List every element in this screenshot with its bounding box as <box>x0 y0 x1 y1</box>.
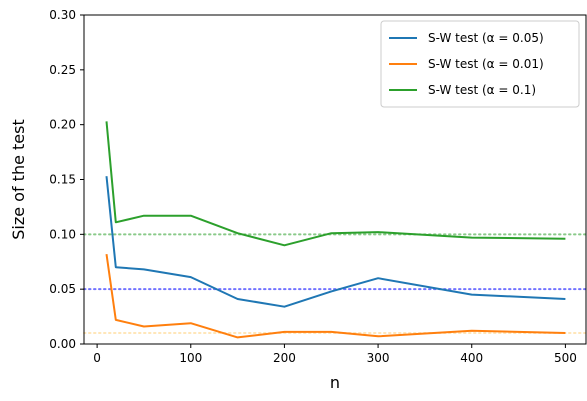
x-tick-label: 300 <box>367 351 390 365</box>
y-tick-label: 0.15 <box>49 173 76 187</box>
legend-label-3: S-W test (α = 0.1) <box>428 83 536 97</box>
x-tick-label: 400 <box>460 351 483 365</box>
x-tick-label: 500 <box>554 351 577 365</box>
legend: S-W test (α = 0.05) S-W test (α = 0.01) S-… <box>380 20 580 108</box>
legend-label-1: S-W test (α = 0.05) <box>428 31 544 45</box>
y-tick-label: 0.25 <box>49 63 76 77</box>
legend-box <box>380 20 580 108</box>
y-tick-label: 0.20 <box>49 118 76 132</box>
y-axis-label: Size of the test <box>9 119 28 240</box>
series-line-3 <box>105 121 566 247</box>
y-tick-label: 0.30 <box>49 8 76 22</box>
x-axis-label: n <box>330 373 340 392</box>
y-tick-label: 0.05 <box>49 282 76 296</box>
x-tick-label: 0 <box>93 351 101 365</box>
y-axis-ticks: 0.00 0.05 0.10 0.15 0.20 0.25 0.30 <box>49 8 84 351</box>
series-line-2 <box>105 253 566 339</box>
y-tick-label: 0.00 <box>49 337 76 351</box>
y-tick-label: 0.10 <box>49 227 76 241</box>
legend-label-2: S-W test (α = 0.01) <box>428 57 544 71</box>
series-lines <box>105 121 566 339</box>
series-line-1 <box>105 176 566 308</box>
reference-lines <box>83 233 587 335</box>
x-tick-label: 100 <box>179 351 202 365</box>
x-axis-ticks: 0 100 200 300 400 500 <box>93 344 577 365</box>
x-tick-label: 200 <box>273 351 296 365</box>
